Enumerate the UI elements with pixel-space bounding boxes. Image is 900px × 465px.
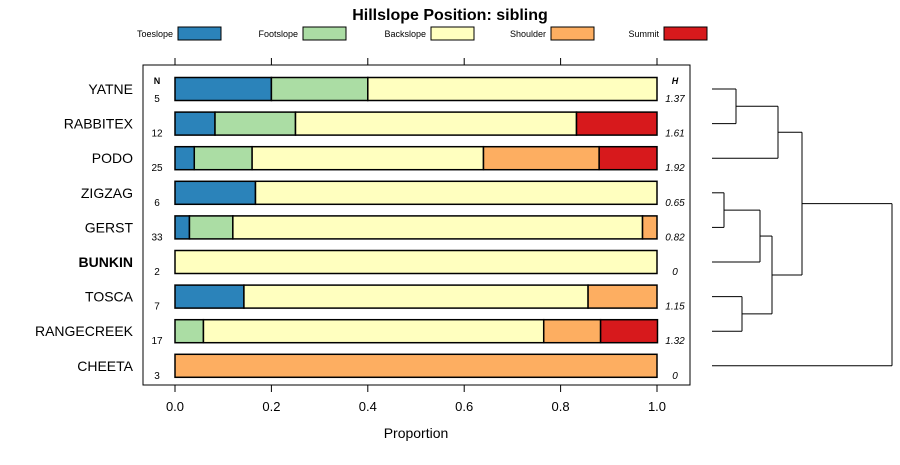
bar-rangecreek-backslope — [202, 318, 545, 344]
h-header: H — [672, 76, 679, 86]
n-header: N — [154, 76, 161, 86]
n-label-gerst: 33 — [151, 232, 163, 243]
row-label-podo: PODO — [92, 150, 133, 166]
legend-label-toeslope: Toeslope — [137, 29, 173, 39]
row-label-gerst: GERST — [85, 219, 134, 235]
row-label-yatne: YATNE — [88, 81, 133, 97]
n-label-yatne: 5 — [154, 94, 160, 105]
bar-zigzag-backslope — [254, 180, 658, 206]
row-labels: YATNE RABBITEX PODO ZIGZAG GERST BUNKIN TOSCA R… — [35, 81, 134, 374]
bar-rangecreek-summit — [599, 318, 659, 344]
legend-label-footslope: Footslope — [258, 29, 298, 39]
legend-swatch-shoulder — [550, 26, 595, 41]
x-tick-label: 0.4 — [359, 399, 377, 414]
bar-podo-summit — [598, 145, 658, 171]
legend-swatch-footslope — [302, 26, 347, 41]
n-label-cheeta: 3 — [154, 371, 160, 382]
x-tick-label: 0.8 — [552, 399, 570, 414]
legend-swatch-toeslope — [177, 26, 222, 41]
n-label-podo: 25 — [151, 163, 163, 174]
bar-rabbitex-backslope — [294, 111, 578, 136]
n-label-bunkin: 2 — [154, 267, 160, 278]
bar-tosca-shoulder — [587, 284, 658, 309]
bar-rabbitex-footslope — [214, 111, 297, 136]
legend-label-summit: Summit — [628, 29, 659, 39]
bar-bunkin-backslope — [174, 249, 658, 275]
row-label-tosca: TOSCA — [85, 289, 134, 305]
bars — [174, 76, 659, 379]
x-tick-label: 1.0 — [648, 399, 666, 414]
h-label-zigzag: 0.65 — [665, 198, 685, 209]
h-label-rangecreek: 1.32 — [665, 336, 685, 347]
dendrogram — [712, 88, 893, 367]
bar-rangecreek-shoulder — [542, 318, 602, 344]
x-tick-label: 0.2 — [262, 399, 280, 414]
bar-tosca-backslope — [243, 284, 589, 309]
bar-rabbitex-summit — [575, 111, 658, 136]
h-label-tosca: 1.15 — [665, 302, 685, 313]
row-label-rabbitex: RABBITEX — [64, 116, 134, 132]
row-label-zigzag: ZIGZAG — [81, 185, 133, 201]
bar-podo-toeslope — [174, 145, 196, 171]
bar-gerst-toeslope — [174, 215, 191, 240]
n-label-rabbitex: 12 — [151, 129, 163, 140]
h-label-yatne: 1.37 — [665, 94, 685, 105]
h-label-podo: 1.92 — [665, 163, 685, 174]
bar-podo-backslope — [251, 145, 485, 171]
bar-yatne-footslope — [270, 76, 369, 102]
chart-title: Hillslope Position: sibling — [352, 7, 548, 24]
h-label-rabbitex: 1.61 — [665, 129, 684, 140]
x-tick-label: 0.0 — [166, 399, 184, 414]
n-label-tosca: 7 — [154, 302, 160, 313]
bar-rabbitex-toeslope — [174, 111, 216, 136]
bar-yatne-toeslope — [174, 76, 273, 102]
bar-podo-footslope — [193, 145, 253, 171]
n-label-rangecreek: 17 — [151, 336, 163, 347]
bar-yatne-backslope — [367, 76, 658, 102]
n-labels: 5 12 25 6 33 2 7 17 3 — [151, 94, 163, 382]
h-label-bunkin: 0 — [672, 267, 678, 278]
n-label-zigzag: 6 — [154, 198, 160, 209]
row-label-bunkin: BUNKIN — [79, 254, 133, 270]
legend-label-shoulder: Shoulder — [510, 29, 546, 39]
bar-gerst-shoulder — [641, 215, 658, 240]
bar-gerst-footslope — [188, 215, 234, 240]
legend: Toeslope Footslope Backslope Shoulder Summit — [137, 26, 708, 41]
h-label-gerst: 0.82 — [665, 232, 685, 243]
row-label-rangecreek: RANGECREEK — [35, 323, 134, 339]
legend-swatch-summit — [663, 26, 708, 41]
bar-tosca-toeslope — [174, 284, 245, 309]
bar-gerst-backslope — [232, 215, 644, 240]
bar-podo-shoulder — [482, 145, 600, 171]
bar-zigzag-toeslope — [174, 180, 257, 206]
x-tick-label: 0.6 — [455, 399, 473, 414]
bar-cheeta-shoulder — [174, 353, 658, 379]
x-axis-label: Proportion — [384, 425, 449, 441]
legend-swatch-backslope — [430, 26, 475, 41]
h-labels: 1.37 1.61 1.92 0.65 0.82 0 1.15 1.32 0 — [665, 94, 685, 382]
legend-label-backslope: Backslope — [384, 29, 426, 39]
row-label-cheeta: CHEETA — [77, 358, 133, 374]
bar-rangecreek-footslope — [174, 318, 205, 344]
top-ticks — [174, 58, 658, 65]
h-label-cheeta: 0 — [672, 371, 678, 382]
x-axis: 0.0 0.2 0.4 0.6 0.8 1.0 — [166, 385, 666, 414]
plot-frame — [142, 64, 691, 386]
